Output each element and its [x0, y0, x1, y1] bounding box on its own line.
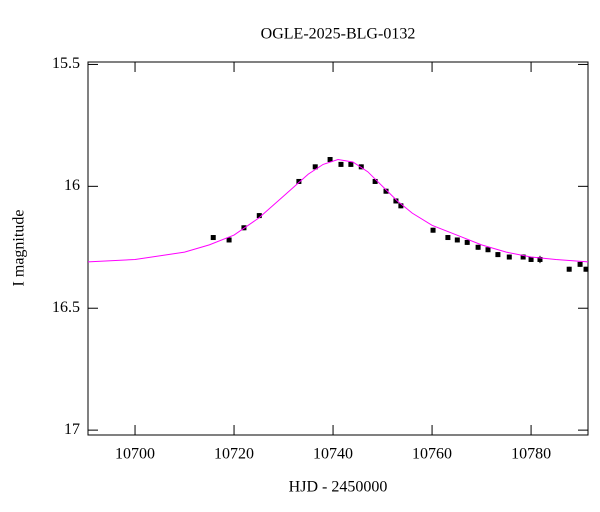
data-point [312, 164, 318, 170]
y-tick-label: 16 [64, 177, 80, 194]
data-point [383, 188, 389, 194]
data-point [495, 252, 501, 258]
data-point [577, 261, 583, 267]
data-point [464, 239, 470, 245]
model-curve [87, 159, 589, 263]
data-point [566, 266, 572, 272]
data-point [256, 213, 262, 219]
data-point [398, 203, 404, 209]
data-point [348, 161, 354, 167]
data-point [338, 161, 344, 167]
data-point [226, 237, 232, 243]
x-tick-label: 10740 [313, 446, 353, 463]
data-point [358, 164, 364, 170]
data-point [506, 254, 512, 260]
data-point [537, 256, 543, 262]
x-tick-label: 10720 [214, 446, 254, 463]
y-tick-label: 17 [64, 421, 80, 438]
data-point [372, 178, 378, 184]
data-point [454, 237, 460, 243]
data-point [327, 157, 333, 163]
data-point [445, 235, 451, 241]
x-tick-label: 10700 [115, 446, 155, 463]
data-point [528, 256, 534, 262]
data-point [583, 266, 589, 272]
plot-frame [87, 61, 589, 436]
data-point [296, 178, 302, 184]
data-point [430, 227, 436, 233]
data-point [520, 254, 526, 260]
y-axis-label: I magnitude [11, 210, 28, 287]
x-tick-label: 10780 [511, 446, 551, 463]
data-point [475, 244, 481, 250]
x-axis-label: HJD - 2450000 [289, 479, 388, 496]
chart-title: OGLE-2025-BLG-0132 [261, 26, 416, 43]
data-point [393, 198, 399, 204]
y-tick-label: 16.5 [52, 299, 80, 316]
y-tick-label: 15.5 [52, 55, 80, 72]
data-point [210, 235, 216, 241]
data-point [485, 247, 491, 253]
x-tick-label: 10760 [412, 446, 452, 463]
